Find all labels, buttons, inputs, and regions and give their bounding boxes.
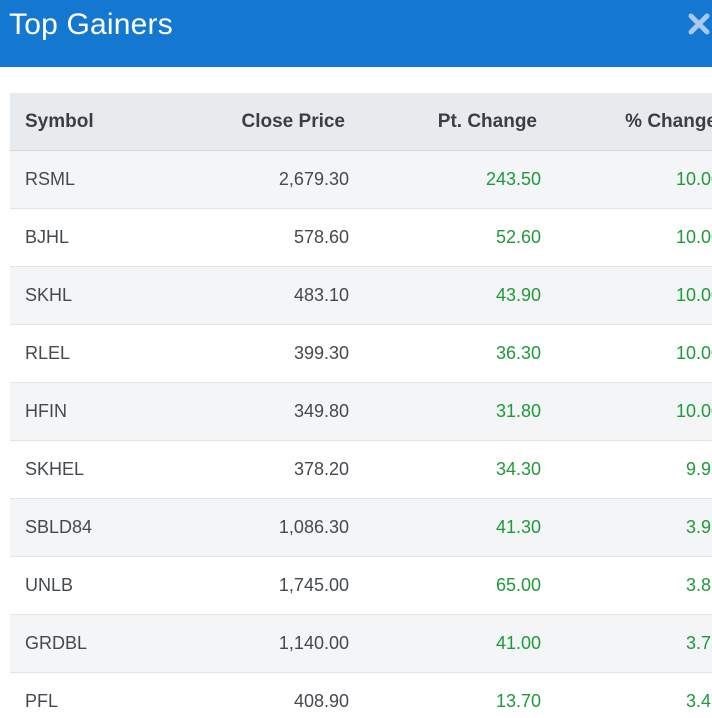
cell-pt-change: 13.70 xyxy=(349,672,541,718)
col-header-symbol[interactable]: Symbol xyxy=(10,93,155,151)
header-row: Symbol Close Price Pt. Change % Change xyxy=(10,93,712,151)
cell-pt-change: 41.00 xyxy=(349,614,541,673)
cell-close-price: 1,745.00 xyxy=(155,556,349,615)
cell-close-price: 2,679.30 xyxy=(155,150,349,209)
cell-pt-change: 34.30 xyxy=(349,440,541,499)
cell-symbol[interactable]: UNLB xyxy=(10,556,155,615)
cell-pt-change: 41.30 xyxy=(349,498,541,557)
gainers-table-container: Symbol Close Price Pt. Change % Change R… xyxy=(10,93,712,718)
cell-close-price: 1,140.00 xyxy=(155,614,349,673)
close-icon xyxy=(686,10,712,38)
cell-pct-change: 3.95 xyxy=(541,498,712,557)
col-header-close-price[interactable]: Close Price xyxy=(155,93,349,151)
cell-pt-change: 243.50 xyxy=(349,150,541,209)
cell-symbol[interactable]: SKHL xyxy=(10,266,155,325)
cell-close-price: 399.30 xyxy=(155,324,349,383)
close-button[interactable] xyxy=(686,10,712,38)
cell-symbol[interactable]: RSML xyxy=(10,150,155,209)
cell-close-price: 408.90 xyxy=(155,672,349,718)
cell-pct-change: 10.00 xyxy=(541,150,712,209)
cell-symbol[interactable]: GRDBL xyxy=(10,614,155,673)
cell-symbol[interactable]: HFIN xyxy=(10,382,155,441)
cell-pct-change: 3.87 xyxy=(541,556,712,615)
cell-pt-change: 31.80 xyxy=(349,382,541,441)
cell-pct-change: 9.97 xyxy=(541,440,712,499)
cell-symbol[interactable]: SBLD84 xyxy=(10,498,155,557)
cell-pct-change: 10.00 xyxy=(541,208,712,267)
cell-pt-change: 43.90 xyxy=(349,266,541,325)
cell-pct-change: 3.73 xyxy=(541,614,712,673)
table-header: Symbol Close Price Pt. Change % Change xyxy=(10,93,712,151)
cell-close-price: 578.60 xyxy=(155,208,349,267)
cell-pct-change: 10.00 xyxy=(541,266,712,325)
cell-close-price: 483.10 xyxy=(155,266,349,325)
modal-title: Top Gainers xyxy=(9,8,173,41)
table-body: RSML2,679.30243.5010.00BJHL578.6052.6010… xyxy=(10,150,712,718)
cell-symbol[interactable]: BJHL xyxy=(10,208,155,267)
cell-pct-change: 3.47 xyxy=(541,672,712,718)
cell-pct-change: 10.00 xyxy=(541,382,712,441)
cell-pt-change: 36.30 xyxy=(349,324,541,383)
cell-symbol[interactable]: PFL xyxy=(10,672,155,718)
cell-close-price: 1,086.30 xyxy=(155,498,349,557)
cell-pct-change: 10.00 xyxy=(541,324,712,383)
modal-header: Top Gainers xyxy=(0,0,712,67)
cell-pt-change: 52.60 xyxy=(349,208,541,267)
cell-close-price: 378.20 xyxy=(155,440,349,499)
col-header-pct-change[interactable]: % Change xyxy=(541,93,712,151)
cell-symbol[interactable]: RLEL xyxy=(10,324,155,383)
cell-pt-change: 65.00 xyxy=(349,556,541,615)
col-header-pt-change[interactable]: Pt. Change xyxy=(349,93,541,151)
cell-close-price: 349.80 xyxy=(155,382,349,441)
gainers-table: Symbol Close Price Pt. Change % Change R… xyxy=(10,93,712,718)
cell-symbol[interactable]: SKHEL xyxy=(10,440,155,499)
